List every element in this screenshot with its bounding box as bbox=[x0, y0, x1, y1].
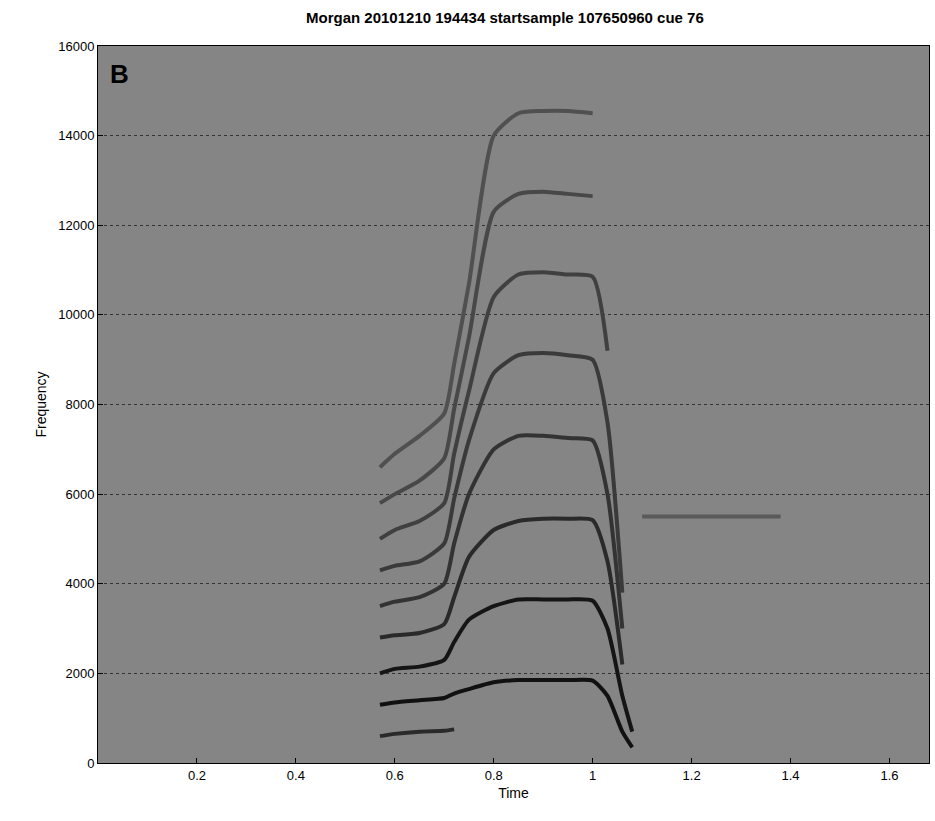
svg-text:4000: 4000 bbox=[65, 576, 94, 591]
svg-text:2000: 2000 bbox=[65, 666, 94, 681]
svg-text:1.4: 1.4 bbox=[781, 768, 799, 783]
svg-text:14000: 14000 bbox=[58, 128, 94, 143]
svg-text:6000: 6000 bbox=[65, 487, 94, 502]
svg-text:10000: 10000 bbox=[58, 307, 94, 322]
svg-text:Time: Time bbox=[498, 785, 529, 801]
svg-text:Morgan 20101210 194434 startsa: Morgan 20101210 194434 startsample 10765… bbox=[306, 9, 704, 26]
svg-text:0.8: 0.8 bbox=[485, 768, 503, 783]
svg-text:1.6: 1.6 bbox=[880, 768, 898, 783]
svg-text:8000: 8000 bbox=[65, 397, 94, 412]
svg-text:0.4: 0.4 bbox=[287, 768, 305, 783]
svg-text:1: 1 bbox=[589, 768, 596, 783]
svg-text:B: B bbox=[110, 59, 129, 89]
svg-text:0.2: 0.2 bbox=[188, 768, 206, 783]
svg-text:1.2: 1.2 bbox=[683, 768, 701, 783]
svg-text:12000: 12000 bbox=[58, 218, 94, 233]
svg-text:0.6: 0.6 bbox=[386, 768, 404, 783]
svg-text:16000: 16000 bbox=[58, 39, 94, 54]
svg-text:0: 0 bbox=[87, 756, 94, 771]
svg-text:Frequency: Frequency bbox=[33, 371, 49, 437]
